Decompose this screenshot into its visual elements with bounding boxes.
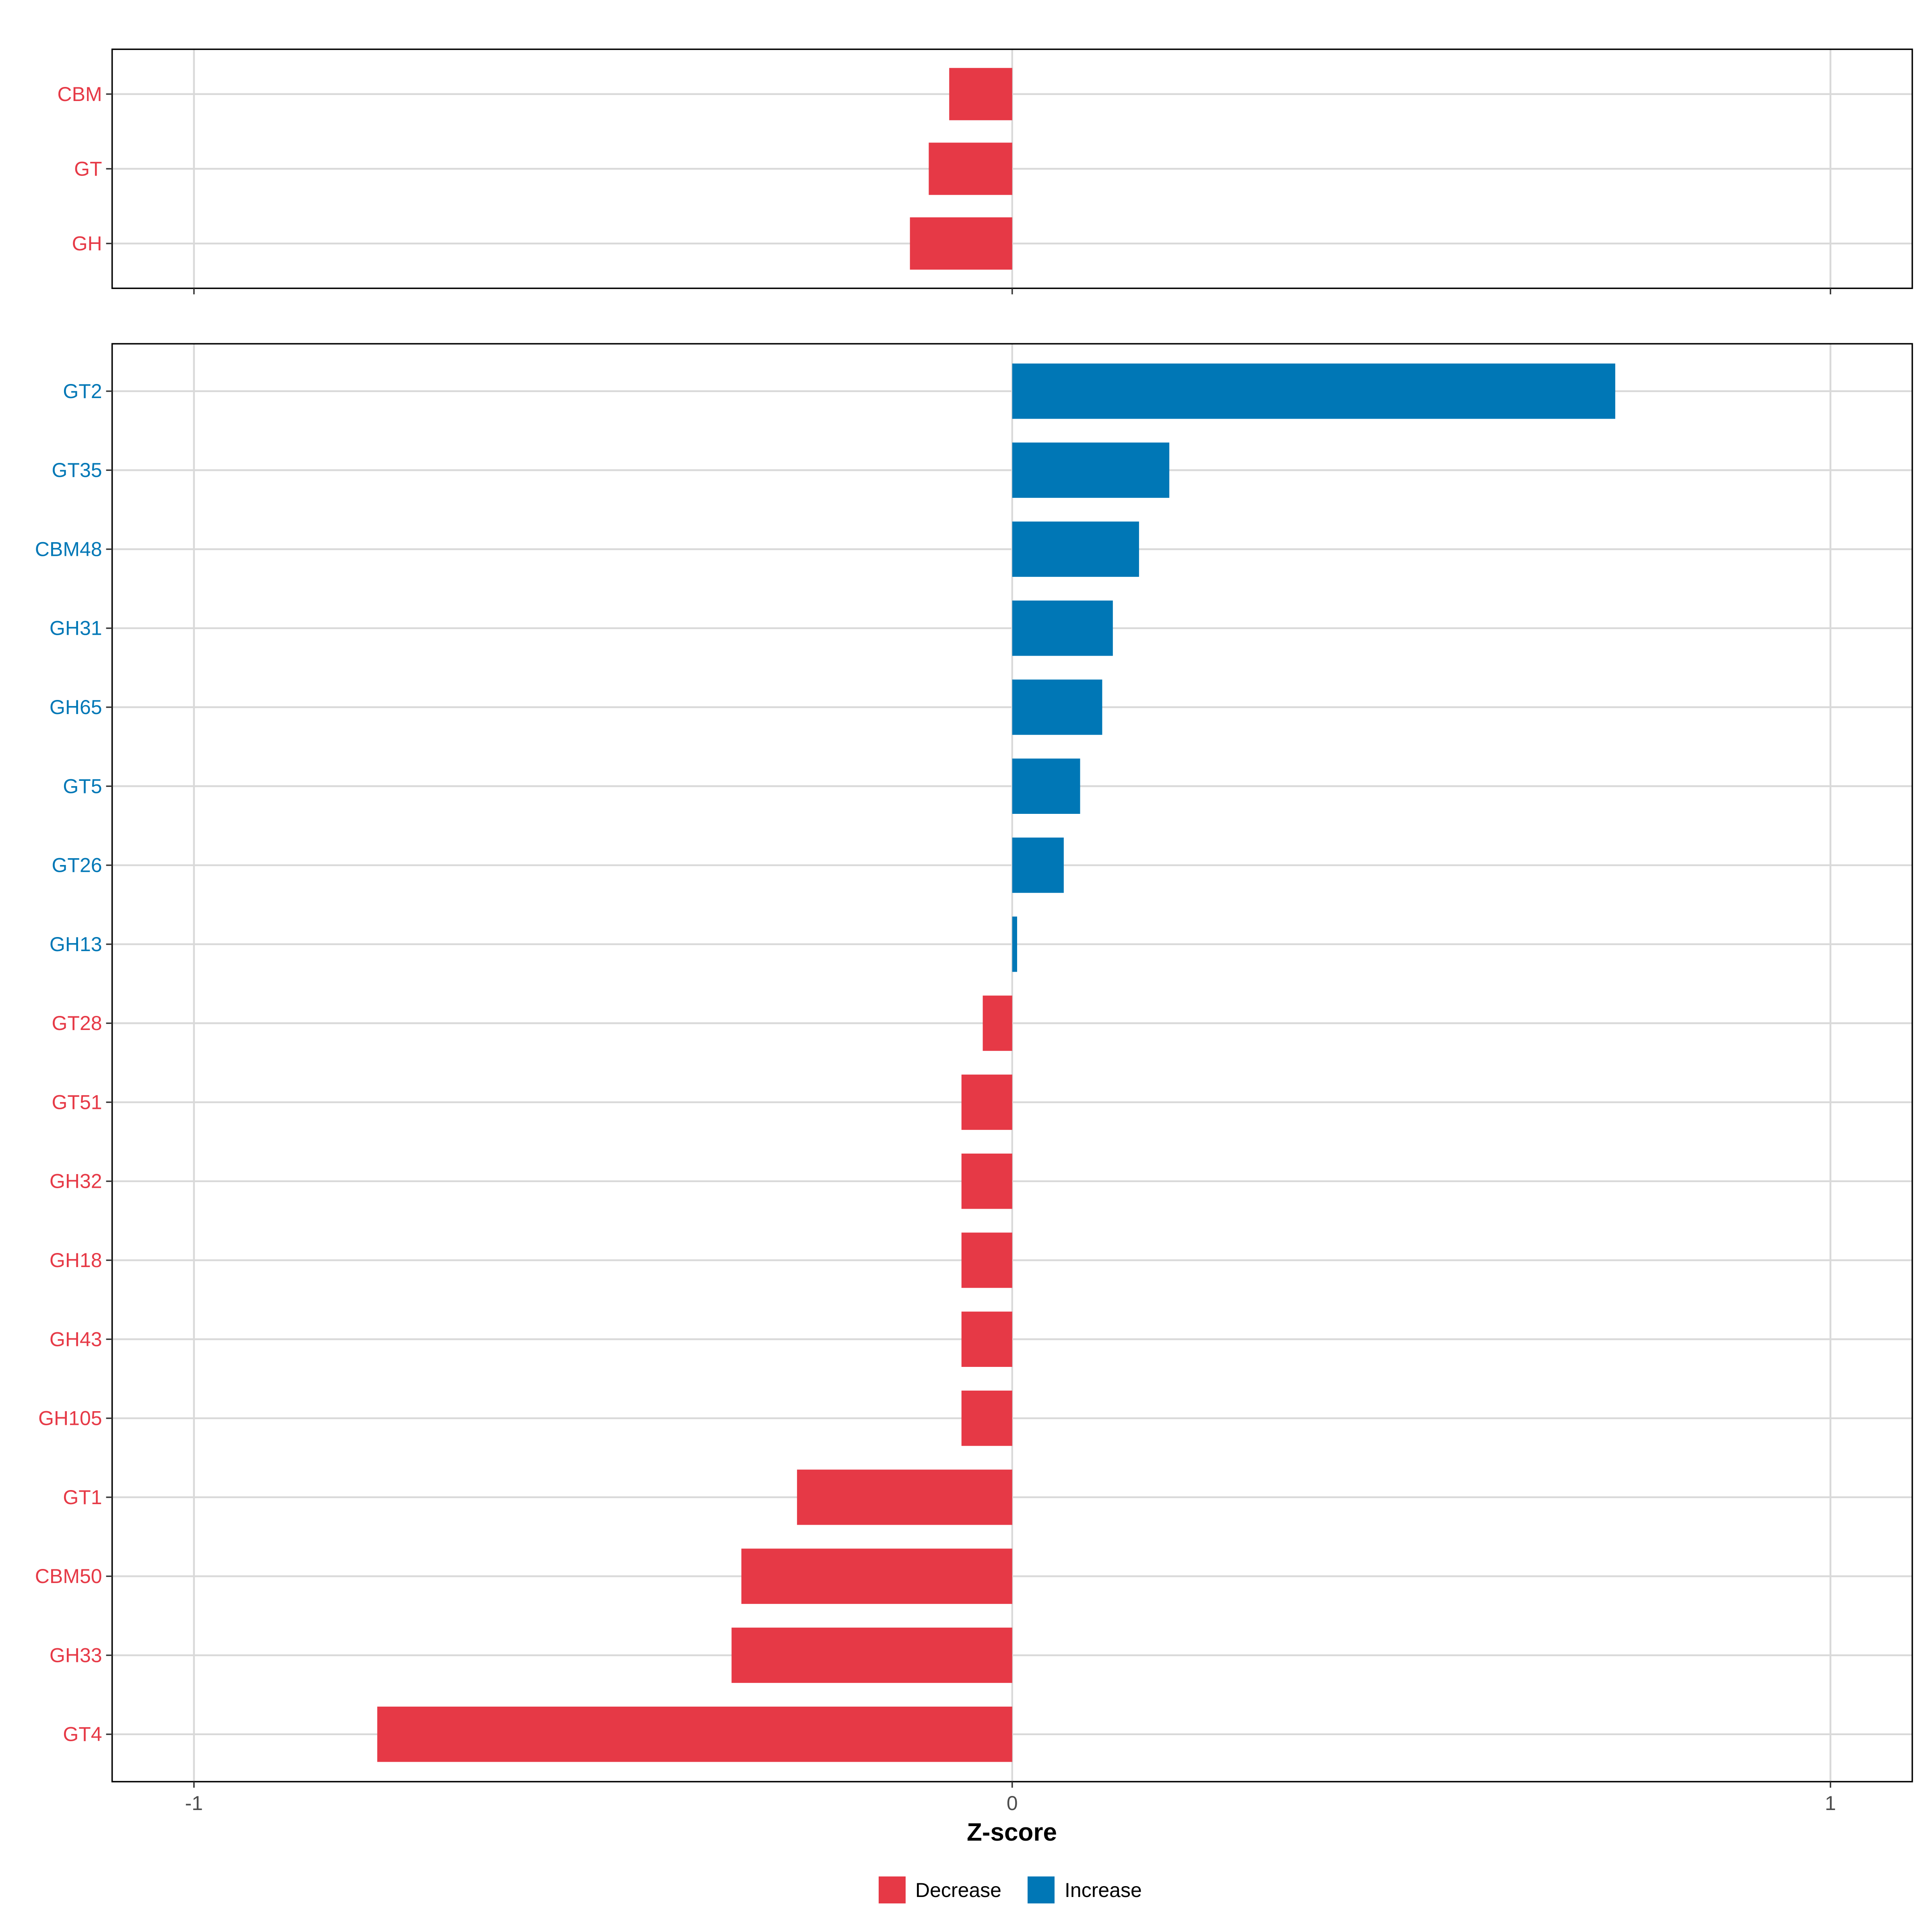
x-tick-label: -1: [185, 1792, 203, 1814]
y-tick-label-GH65: GH65: [50, 696, 102, 718]
x-axis: -1 0 1: [185, 1792, 1836, 1814]
y-tick-label-GT2: GT2: [63, 380, 102, 402]
bar-CBM48: [1012, 521, 1139, 577]
bar-GT26: [1012, 837, 1064, 893]
bar-GT35: [1012, 442, 1170, 498]
bar-GT51: [961, 1074, 1012, 1130]
legend-swatch-increase: [1028, 1876, 1055, 1903]
bar-GT1: [797, 1470, 1012, 1525]
bar-GT28: [983, 995, 1012, 1051]
y-tick-label-GT28: GT28: [52, 1012, 102, 1034]
y-tick-label-GT5: GT5: [63, 775, 102, 797]
y-tick-label-GT51: GT51: [52, 1091, 102, 1113]
legend-label-increase: Increase: [1065, 1879, 1142, 1901]
bar-GH43: [961, 1311, 1012, 1367]
bar-GH33: [731, 1627, 1012, 1683]
bar-CBM50: [741, 1548, 1012, 1604]
y-tick-label-GT26: GT26: [52, 854, 102, 877]
y-tick-label-GH18: GH18: [50, 1249, 102, 1271]
x-tick-label: 0: [1007, 1792, 1018, 1814]
bar-GT2: [1012, 363, 1616, 419]
bar-GH65: [1012, 679, 1102, 735]
bar-GH13: [1012, 916, 1017, 972]
bar-GT4: [377, 1707, 1012, 1762]
y-tick-label-GH31: GH31: [50, 617, 102, 640]
bar-GH18: [961, 1232, 1012, 1288]
bar-GH32: [961, 1154, 1012, 1209]
legend: Decrease Increase: [879, 1876, 1142, 1903]
panel-detail: GT2 GT35 CBM48 GH31 GH65 GT5 GT26 GH13 GT28 GT51 G…: [35, 343, 1913, 1788]
y-tick-label-GH33: GH33: [50, 1644, 102, 1666]
y-tick-label-GT4: GT4: [63, 1723, 102, 1746]
y-tick-label-GT: GT: [74, 157, 102, 180]
bar-GT: [929, 142, 1012, 195]
legend-swatch-decrease: [879, 1876, 906, 1903]
y-tick-label-GT35: GT35: [52, 459, 102, 481]
bar-CBM: [949, 68, 1012, 120]
bar-GH31: [1012, 601, 1113, 656]
x-tick-label: 1: [1825, 1792, 1836, 1814]
y-tick-label-GH32: GH32: [50, 1170, 102, 1193]
y-tick-label-GH43: GH43: [50, 1328, 102, 1350]
y-tick-label-GH: GH: [72, 232, 102, 255]
panel-summary: CBM GT GH: [57, 48, 1913, 295]
bar-GH105: [961, 1390, 1012, 1446]
y-tick-label-CBM50: CBM50: [35, 1565, 102, 1587]
bar-GH: [910, 217, 1012, 270]
y-tick-label-GH105: GH105: [38, 1407, 102, 1430]
y-tick-label-CBM: CBM: [57, 83, 102, 105]
bar-GT5: [1012, 758, 1080, 814]
y-tick-label-CBM48: CBM48: [35, 538, 102, 560]
y-tick-label-GT1: GT1: [63, 1486, 102, 1509]
legend-label-decrease: Decrease: [915, 1879, 1001, 1901]
y-tick-label-GH13: GH13: [50, 933, 102, 956]
x-axis-title: Z-score: [967, 1818, 1057, 1846]
